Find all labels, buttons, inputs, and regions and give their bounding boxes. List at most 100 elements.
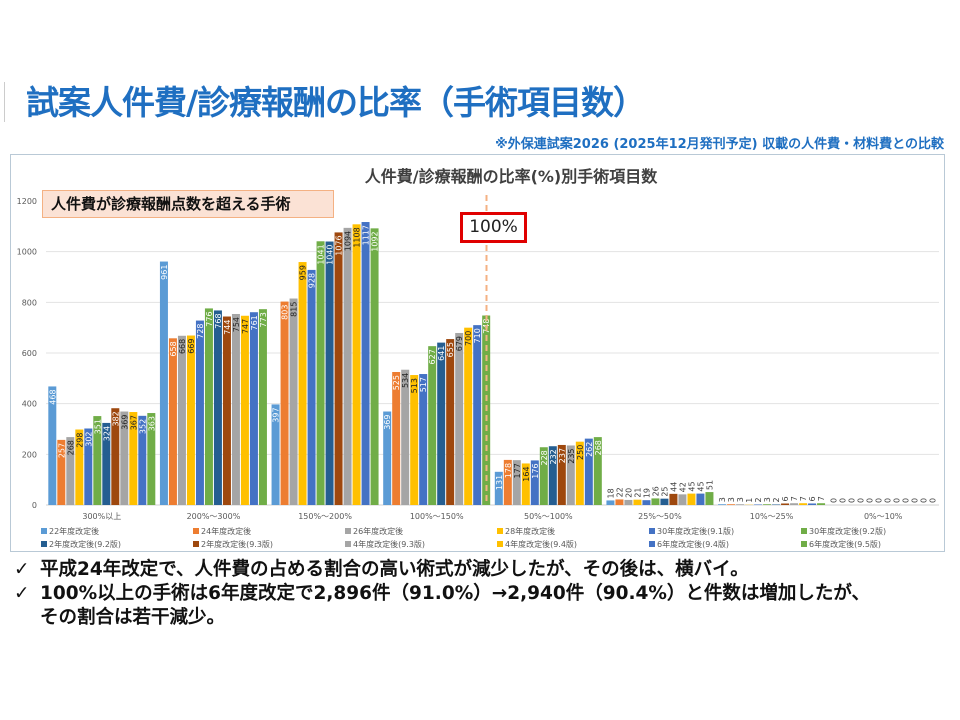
data-label: 3	[727, 497, 736, 502]
data-label: 164	[522, 466, 531, 481]
bullet-text: その割合は若干減少。	[40, 607, 226, 628]
data-label: 928	[308, 273, 317, 288]
data-label: 257	[57, 443, 66, 458]
data-label: 18	[606, 488, 615, 498]
data-label: 803	[281, 305, 290, 320]
bar	[334, 232, 343, 505]
data-label: 0	[893, 498, 902, 503]
legend-swatch	[193, 528, 199, 534]
data-label: 177	[513, 463, 522, 478]
data-label: 367	[129, 415, 138, 430]
source-note: ※外保連試案2026 (2025年12月発刊予定) 収載の人件費・材料費との比較	[495, 137, 944, 152]
data-label: 0	[848, 498, 857, 503]
data-label: 668	[178, 339, 187, 354]
bar	[343, 227, 352, 505]
data-label: 6	[781, 496, 790, 501]
bar	[763, 504, 772, 505]
bar	[280, 301, 289, 505]
data-label: 235	[567, 448, 576, 463]
data-label: 700	[464, 331, 473, 346]
bar	[575, 441, 584, 505]
chart-container: 人件費/診療報酬の比率(%)別手術項目数 0 200 400 600 800 1000 12…	[10, 154, 945, 552]
bar	[204, 308, 213, 505]
data-label: 1041	[317, 244, 326, 264]
data-label: 176	[531, 463, 540, 478]
legend-swatch	[497, 541, 503, 547]
data-label: 961	[160, 265, 169, 280]
bar	[772, 504, 781, 505]
bar	[512, 460, 521, 505]
bar	[464, 327, 473, 505]
legend-label: 30年度改定後(9.2版)	[809, 526, 886, 536]
data-label: 250	[576, 445, 585, 460]
check-icon: ✓	[14, 559, 30, 580]
bar	[129, 412, 138, 505]
legend-swatch	[41, 528, 47, 534]
bar	[370, 228, 379, 506]
x-tick-label: 0%～10%	[864, 512, 903, 521]
x-tick-label: 150%～200%	[298, 512, 352, 521]
data-label: 298	[75, 433, 84, 448]
data-label: 1040	[326, 245, 335, 265]
data-label: 324	[102, 426, 111, 441]
data-label: 26	[651, 486, 660, 496]
data-label: 627	[428, 349, 437, 364]
bar	[754, 504, 763, 505]
data-label: 7	[799, 496, 808, 501]
bar	[213, 310, 222, 505]
bar	[718, 504, 727, 505]
bar	[615, 499, 624, 505]
bar	[240, 315, 249, 505]
bullet-text: 平成24年改定で、人件費の占める割合の高い術式が減少したが、その後は、横バイ。	[40, 559, 749, 580]
bar	[678, 494, 687, 505]
legend-label: 30年度改定後(9.1版)	[657, 526, 734, 536]
slide-title: 試案人件費/診療報酬の比率（手術項目数）	[26, 83, 646, 122]
data-label: 959	[299, 265, 308, 280]
legend-swatch	[649, 541, 655, 547]
data-label: 658	[169, 341, 178, 356]
x-tick-label: 10%～25%	[750, 512, 794, 521]
data-label: 517	[419, 377, 428, 392]
data-label: 655	[446, 342, 455, 357]
y-tick-label: 0	[32, 501, 37, 510]
data-label: 268	[66, 440, 75, 455]
bar	[111, 408, 120, 505]
bar	[231, 313, 240, 505]
bar	[66, 437, 75, 505]
data-label: 1	[745, 498, 754, 503]
data-label: 6	[808, 496, 817, 501]
legend-label: 24年度改定後	[201, 526, 251, 536]
bar	[159, 261, 168, 505]
data-label: 232	[549, 449, 558, 464]
data-label: 302	[84, 431, 93, 446]
bar	[593, 437, 602, 505]
bar	[383, 411, 392, 505]
bar	[352, 224, 361, 505]
bar	[258, 309, 267, 505]
bar	[539, 447, 548, 505]
bar	[705, 492, 714, 505]
data-label: 1076	[335, 235, 344, 255]
data-label: 3	[736, 497, 745, 502]
bar	[455, 332, 464, 505]
legend-label: 2年度改定後(9.3版)	[201, 539, 273, 549]
y-tick-label: 400	[22, 400, 37, 409]
data-label: 710	[473, 328, 482, 343]
legend-swatch	[41, 541, 47, 547]
legend-swatch	[193, 541, 199, 547]
data-label: 44	[669, 482, 678, 492]
bar	[557, 444, 566, 505]
bar	[503, 459, 512, 505]
check-icon: ✓	[14, 583, 30, 604]
data-label: 761	[250, 315, 259, 330]
data-label: 468	[48, 389, 57, 404]
bar	[736, 504, 745, 505]
slide-edge-line	[4, 82, 5, 122]
legend-label: 22年度改定後	[49, 526, 99, 536]
data-label: 815	[290, 302, 299, 317]
bullet-text: 100%以上の手術は6年度改定で2,896件（91.0%）→2,940件（90.…	[40, 583, 871, 604]
data-label: 397	[272, 407, 281, 422]
data-label: 768	[214, 313, 223, 328]
bar	[195, 320, 204, 505]
x-tick-label: 50%～100%	[524, 512, 573, 521]
